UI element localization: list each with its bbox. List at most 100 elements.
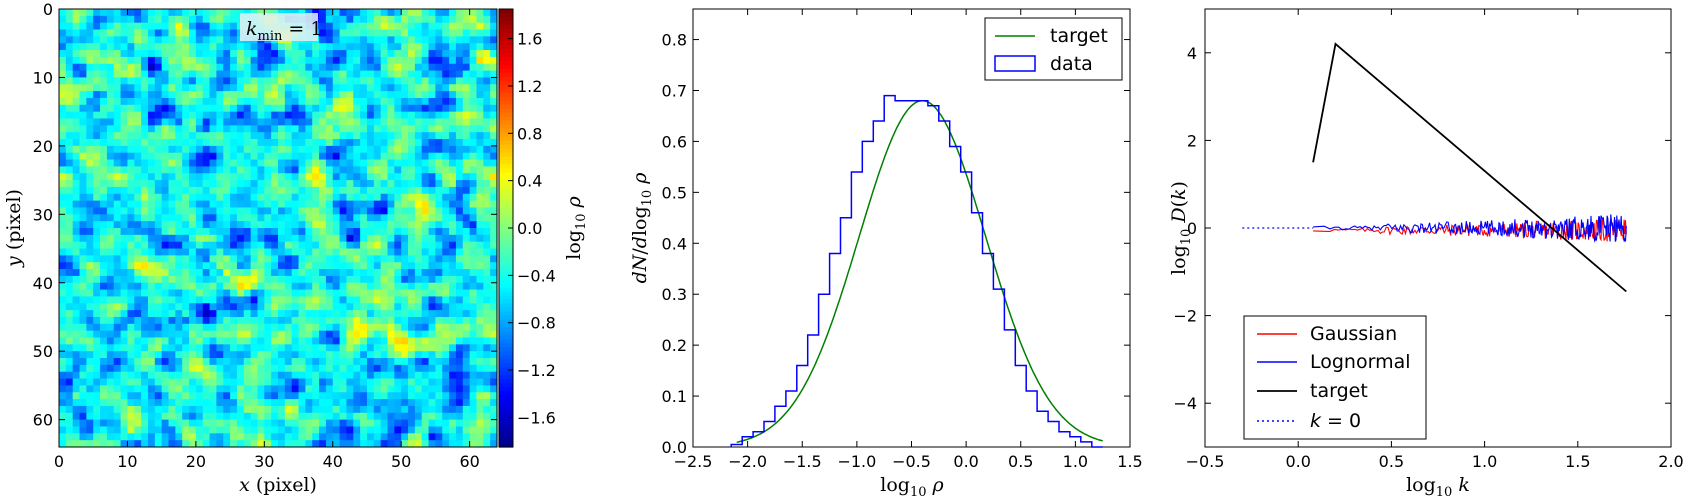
heatmap-cell xyxy=(305,50,313,58)
heatmap-cell xyxy=(113,56,121,65)
heatmap-cell xyxy=(236,351,245,359)
heatmap-cell xyxy=(202,262,210,270)
heatmap-cell xyxy=(319,262,327,270)
heatmap-cell xyxy=(490,337,498,345)
heatmap-cell xyxy=(387,351,395,359)
heatmap-cell xyxy=(93,118,101,126)
heatmap-cell xyxy=(298,262,306,270)
heatmap-cell xyxy=(147,180,156,188)
heatmap-cell xyxy=(339,180,347,188)
heatmap-cell xyxy=(264,132,272,140)
heatmap-cell xyxy=(79,385,87,393)
heatmap-cell xyxy=(93,364,101,373)
colorbar-strip xyxy=(499,92,513,98)
heatmap-cell xyxy=(223,145,231,154)
heatmap-cell xyxy=(428,255,436,263)
heatmap-cell xyxy=(278,111,286,119)
heatmap-cell xyxy=(236,104,245,113)
heatmap-cell xyxy=(394,282,402,290)
heatmap-cell xyxy=(373,371,382,379)
heatmap-cell xyxy=(209,9,217,17)
colorbar-tick-label: 0.0 xyxy=(517,219,542,238)
heatmap-cell xyxy=(483,104,491,113)
heatmap-cell xyxy=(373,364,382,373)
heatmap-cell xyxy=(230,282,238,290)
heatmap-cell xyxy=(469,139,477,147)
heatmap-cell xyxy=(141,22,149,30)
heatmap-cell xyxy=(59,310,67,318)
heatmap-cell xyxy=(435,84,443,92)
heatmap-cell xyxy=(202,289,210,297)
heatmap-cell xyxy=(223,97,231,106)
heatmap-cell xyxy=(209,371,217,379)
heatmap-cell xyxy=(476,132,484,140)
y-tick-label: 0.7 xyxy=(662,81,687,100)
heatmap-cell xyxy=(230,77,238,85)
heatmap-cell xyxy=(113,104,121,113)
heatmap-cell xyxy=(366,316,375,325)
heatmap-cell xyxy=(366,378,375,386)
heatmap-cell xyxy=(134,344,142,352)
heatmap-cell xyxy=(305,193,313,202)
heatmap-cell xyxy=(182,193,190,202)
heatmap-cell xyxy=(182,118,190,126)
heatmap-cell xyxy=(168,282,176,290)
heatmap-cell xyxy=(223,228,231,236)
heatmap-cell xyxy=(312,77,320,85)
heatmap-cell xyxy=(428,433,436,441)
heatmap-cell xyxy=(469,337,477,345)
heatmap-cell xyxy=(209,440,217,448)
heatmap-cell xyxy=(380,330,388,338)
heatmap-cell xyxy=(202,282,210,290)
heatmap-cell xyxy=(401,426,409,434)
heatmap-cell xyxy=(366,166,375,174)
heatmap-cell xyxy=(414,186,423,195)
heatmap-cell xyxy=(216,207,224,215)
heatmap-cell xyxy=(223,399,231,407)
heatmap-cell xyxy=(134,9,142,17)
heatmap-cell xyxy=(428,132,436,140)
heatmap-cell xyxy=(100,207,108,215)
heatmap-cell xyxy=(284,364,293,373)
heatmap-cell xyxy=(182,166,190,174)
heatmap-cell xyxy=(113,412,121,421)
x-tick-label: 0.5 xyxy=(1008,452,1033,471)
heatmap-cell xyxy=(79,392,87,400)
heatmap-cell xyxy=(428,43,436,51)
heatmap-cell xyxy=(325,289,334,297)
heatmap-cell xyxy=(79,440,87,448)
heatmap-cell xyxy=(394,186,402,195)
heatmap-cell xyxy=(202,36,210,44)
heatmap-cell xyxy=(202,296,210,304)
heatmap-cell xyxy=(93,282,101,290)
heatmap-cell xyxy=(154,310,163,318)
heatmap-cell xyxy=(113,248,121,256)
y-tick-label: 60 xyxy=(33,411,53,430)
heatmap-cell xyxy=(59,399,67,407)
spectrum-x-ticks: −0.5 0.0 0.5 1.0 1.5 2.0 xyxy=(1186,9,1684,471)
heatmap-cell xyxy=(291,405,299,414)
heatmap-cell xyxy=(394,405,402,414)
heatmap-cell xyxy=(195,330,204,338)
heatmap-cell xyxy=(216,303,224,311)
heatmap-cell xyxy=(414,310,423,318)
heatmap-cell xyxy=(319,234,327,243)
heatmap-cell xyxy=(408,241,416,249)
heatmap-cell xyxy=(175,310,183,318)
heatmap-cell xyxy=(257,221,265,229)
heatmap-cell xyxy=(182,77,190,85)
colorbar-strip xyxy=(499,180,513,185)
heatmap-cell xyxy=(230,36,238,44)
heatmap-cell xyxy=(236,63,245,71)
heatmap-cell xyxy=(93,36,101,44)
heatmap-cell xyxy=(346,214,354,222)
heatmap-cell xyxy=(380,139,388,147)
heatmap-cell xyxy=(401,399,409,407)
heatmap-cell xyxy=(319,221,327,229)
heatmap-cell xyxy=(100,248,108,256)
heatmap-cell xyxy=(223,132,231,140)
heatmap-cell xyxy=(346,91,354,99)
heatmap-cell xyxy=(394,132,402,140)
heatmap-cell xyxy=(394,77,402,85)
heatmap-cell xyxy=(353,234,361,243)
